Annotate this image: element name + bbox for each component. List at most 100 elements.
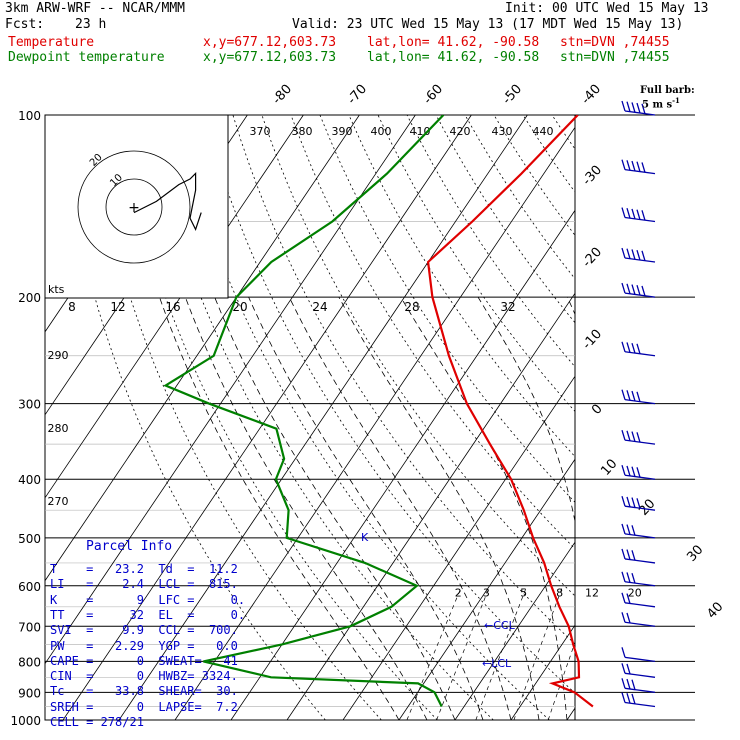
- wind-barb: [621, 100, 656, 116]
- dry-adiabat: [319, 115, 575, 503]
- moist-adiabat: [477, 296, 575, 524]
- wind-barb-flag: [636, 498, 641, 509]
- wind-barb-flag: [626, 678, 631, 690]
- mixing-ratio-label: 20: [628, 586, 642, 599]
- wind-barb-flag: [626, 549, 631, 560]
- legend-dewpoint-stn: stn=DVN ,74455: [560, 50, 670, 65]
- theta-e-label: 400: [371, 125, 392, 138]
- wind-barb-flag: [621, 341, 626, 352]
- theta-e-label: 420: [450, 125, 471, 138]
- parcel-info-row: CAPE = 0 SWEAT= 41: [50, 653, 238, 668]
- hodograph-axis-label: 16: [165, 300, 180, 314]
- wind-barb-flag: [631, 466, 636, 477]
- wind-barb-flag: [621, 247, 626, 259]
- pressure-label: 900: [18, 686, 41, 700]
- wind-barb-flag: [631, 525, 636, 536]
- marker-ccl: ←CCL: [484, 619, 516, 632]
- theta-e-label: 430: [492, 125, 513, 138]
- dry-adiabat: [290, 115, 575, 550]
- isotherm: [45, 115, 416, 665]
- pressure-label: 100: [18, 109, 41, 123]
- wind-barb-flag: [636, 102, 641, 114]
- wind-barb-flag: [631, 390, 636, 402]
- pressure-label: 1000: [10, 714, 41, 728]
- mixing-ratio-label: 8: [556, 586, 563, 599]
- wind-barb: [621, 523, 656, 539]
- mixing-ratio-line: [513, 585, 564, 720]
- isotherm: [679, 115, 740, 720]
- wind-barb-flag: [621, 159, 626, 170]
- dry-adiabat: [697, 115, 740, 720]
- forecast-hour: 23 h: [75, 17, 107, 32]
- barb-note-sup: -1: [672, 96, 680, 105]
- dry-adiabat: [406, 115, 575, 368]
- hodograph-axis-label: 20: [232, 300, 247, 314]
- theta-label: 290: [48, 349, 69, 362]
- wind-barb-flag: [636, 161, 641, 172]
- wind-barb-flag: [631, 572, 636, 584]
- dry-adiabat: [145, 115, 494, 720]
- moist-adiabat: [679, 297, 716, 720]
- isotherm-label: -80: [270, 82, 295, 108]
- pressure-label: 700: [18, 620, 41, 634]
- wind-barb-flag: [641, 162, 646, 173]
- wind-barb-flag: [626, 208, 631, 219]
- wind-barb-flag: [631, 431, 636, 442]
- isotherms: [45, 115, 740, 720]
- moist-adiabat: [214, 296, 456, 720]
- wind-barb: [621, 663, 656, 678]
- hodograph-center: +: [128, 200, 140, 216]
- barb-note-line2: 5 m s-1: [642, 94, 680, 112]
- mixing-ratio-line: [436, 585, 491, 720]
- wind-barb: [621, 389, 656, 405]
- theta-e-label: 370: [250, 125, 271, 138]
- theta-label: 270: [48, 495, 69, 508]
- legend-dewpoint: Dewpoint temperature: [8, 50, 165, 65]
- wind-barb-flag: [621, 389, 626, 400]
- dry-adiabat: [116, 115, 438, 720]
- parcel-info-row: SREH = 0 LAPSE= 7.2: [50, 699, 238, 714]
- parcel-info-row: K = 9 LFC = 0.: [50, 592, 246, 607]
- wind-barb-flag: [626, 593, 631, 604]
- dry-adiabat: [203, 115, 575, 694]
- wind-barb-flag: [631, 679, 636, 690]
- moist-adiabat: [248, 296, 484, 720]
- wind-barb: [621, 282, 656, 298]
- wind-barb-flag: [621, 523, 626, 535]
- legend-temperature-latlon: lat,lon= 41.62, -90.58: [367, 35, 540, 50]
- pressure-label: 400: [18, 473, 41, 487]
- pressure-label: 600: [18, 580, 41, 594]
- wind-barb-flag: [621, 465, 626, 476]
- isotherm: [286, 292, 575, 720]
- mixing-ratio-label: 3: [483, 586, 490, 599]
- wind-barb-flag: [626, 342, 631, 353]
- wind-barb-flag: [626, 572, 631, 583]
- wind-barb-flag: [636, 391, 641, 402]
- moist-adiabat: [288, 296, 512, 720]
- wind-barb-flag: [626, 390, 631, 401]
- hodograph-frame: [44, 114, 229, 299]
- barb-note-line1: Full barb:: [640, 85, 695, 96]
- dry-adiabat: [551, 115, 575, 150]
- wind-barb-flag: [621, 612, 626, 623]
- isotherm-label: -20: [580, 245, 605, 271]
- wind-barb-flag: [641, 210, 646, 221]
- theta-label: 280: [48, 422, 69, 435]
- wind-barb-flag: [621, 571, 626, 582]
- wind-barbs: [621, 100, 656, 708]
- moist-adiabats: [159, 296, 716, 720]
- isotherm: [118, 115, 528, 720]
- legend-dewpoint-xy: x,y=677.12,603.73: [203, 50, 337, 65]
- wind-barb: [621, 429, 656, 445]
- wind-barb-flag: [631, 208, 636, 220]
- wind-barb-flag: [621, 692, 626, 703]
- parcel-info-title: Parcel Info: [86, 539, 173, 554]
- wind-barb-flag: [626, 524, 631, 535]
- isotherm: [510, 624, 575, 720]
- isotherm-label: -50: [500, 82, 525, 108]
- mixing-ratio-line: [547, 641, 575, 720]
- pressure-label: 300: [18, 398, 41, 412]
- dry-adiabat: [610, 115, 740, 720]
